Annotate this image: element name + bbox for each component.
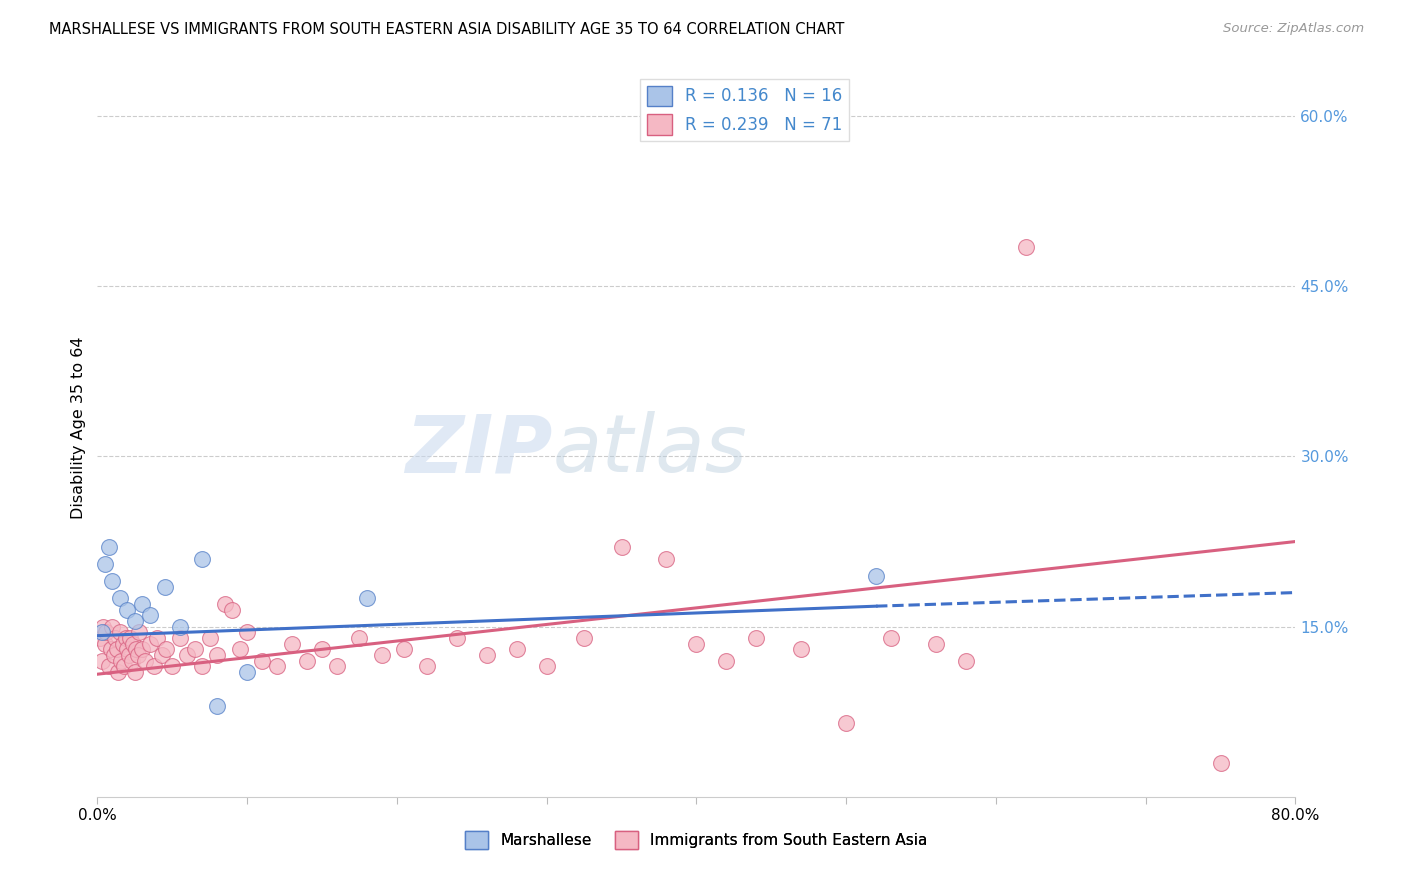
Point [176,648,198,662]
Point [169,631,191,645]
Point [131,642,153,657]
Point [1015,240,1038,254]
Point [505,642,527,657]
Point [111,637,134,651]
Point [610,540,633,554]
Point [98,540,121,554]
Point [228,642,250,657]
Point [120,631,142,645]
Point [416,659,439,673]
Point [139,637,162,651]
Point [94,558,117,572]
Point [394,642,416,657]
Point [572,631,595,645]
Point [128,625,150,640]
Point [205,698,228,713]
Point [835,716,858,731]
Point [326,659,349,673]
Point [114,631,136,645]
Point [134,654,156,668]
Point [191,659,214,673]
Point [221,602,243,616]
Text: atlas: atlas [553,411,748,489]
Point [790,642,813,657]
Point [205,648,228,662]
Point [446,631,468,645]
Point [98,659,121,673]
Point [356,591,378,606]
Point [94,637,117,651]
Point [143,659,166,673]
Point [125,642,148,657]
Legend: Marshallese, Immigrants from South Eastern Asia: Marshallese, Immigrants from South Easte… [460,824,934,855]
Point [124,614,146,628]
Point [880,631,903,645]
Point [101,574,124,589]
Point [685,637,707,651]
Point [146,631,169,645]
Point [295,654,318,668]
Point [925,637,948,651]
Point [104,631,127,645]
Point [150,648,173,662]
Point [108,591,131,606]
Point [865,568,887,582]
Point [266,659,288,673]
Point [745,631,768,645]
Point [191,551,214,566]
Text: MARSHALLESE VS IMMIGRANTS FROM SOUTH EASTERN ASIA DISABILITY AGE 35 TO 64 CORREL: MARSHALLESE VS IMMIGRANTS FROM SOUTH EAS… [49,22,845,37]
Point [90,625,112,640]
Point [475,648,498,662]
Point [103,648,125,662]
Point [371,648,394,662]
Point [90,654,112,668]
Y-axis label: Disability Age 35 to 64: Disability Age 35 to 64 [72,337,86,519]
Point [100,642,122,657]
Point [112,659,135,673]
Point [107,665,129,679]
Point [236,625,259,640]
Point [131,597,153,611]
Point [281,637,304,651]
Point [250,654,273,668]
Point [198,631,221,645]
Point [124,665,146,679]
Point [110,654,132,668]
Point [101,619,124,633]
Point [105,642,128,657]
Point [655,551,678,566]
Text: Source: ZipAtlas.com: Source: ZipAtlas.com [1223,22,1364,36]
Point [1209,756,1232,770]
Point [108,625,131,640]
Point [155,642,177,657]
Text: ZIP: ZIP [405,411,553,489]
Point [214,597,236,611]
Point [955,654,977,668]
Point [716,654,738,668]
Point [89,631,111,645]
Point [311,642,333,657]
Point [536,659,558,673]
Point [183,642,205,657]
Point [160,659,183,673]
Point [93,619,115,633]
Point [96,625,118,640]
Point [117,642,139,657]
Point [118,648,141,662]
Point [122,637,145,651]
Point [349,631,371,645]
Point [127,648,149,662]
Point [236,665,259,679]
Point [153,580,176,594]
Point [169,619,191,633]
Point [139,608,162,623]
Point [121,654,143,668]
Point [117,602,139,616]
